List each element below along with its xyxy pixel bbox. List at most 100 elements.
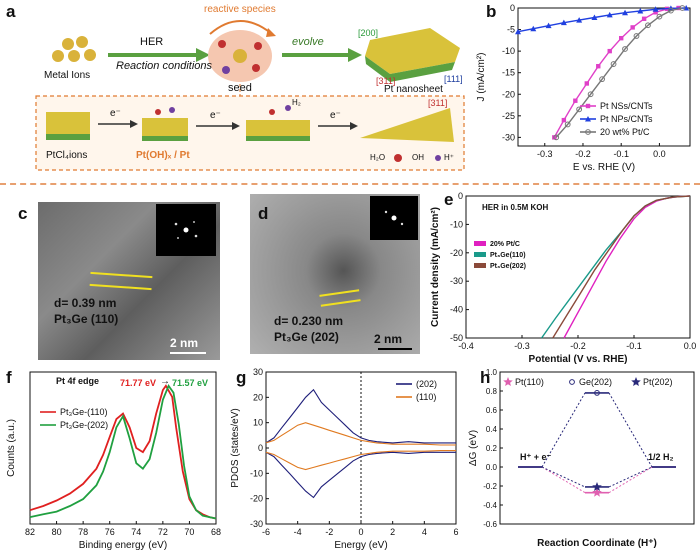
data-point xyxy=(545,22,552,29)
y-tick-label: -30 xyxy=(450,276,463,286)
panel-b-letter: b xyxy=(486,2,497,21)
y-tick-label: 10 xyxy=(253,418,263,428)
x-tick-label: -0.2 xyxy=(570,341,586,351)
x-tick-label: 70 xyxy=(184,527,194,537)
x-tick-label: -0.1 xyxy=(613,149,629,159)
y-tick-label: 0.4 xyxy=(486,425,498,434)
pt4f-edge-label: Pt 4f edge xyxy=(56,376,100,386)
data-point xyxy=(573,98,578,103)
hplus-label: H⁺ xyxy=(444,153,454,162)
x-tick-label: 82 xyxy=(25,527,35,537)
x-tick-label: -0.4 xyxy=(458,341,474,351)
y-tick-label: -30 xyxy=(502,132,515,142)
y-tick-label: -10 xyxy=(250,468,263,478)
legend-entry: (110) xyxy=(416,392,436,402)
data-point xyxy=(587,91,594,98)
series-line xyxy=(265,388,456,444)
y-tick-label: 30 xyxy=(253,367,263,377)
legend-swatch xyxy=(474,241,486,246)
connector-line xyxy=(541,466,586,488)
data-point xyxy=(622,46,628,52)
scale-label-c: 2 nm xyxy=(170,336,199,350)
data-point xyxy=(594,390,600,396)
x-tick-label: -0.2 xyxy=(575,149,591,159)
section-divider xyxy=(0,183,700,185)
y-tick-label: -40 xyxy=(450,305,463,315)
facet-200-label: [200] xyxy=(358,28,379,38)
electron-label-1: e⁻ xyxy=(110,108,121,119)
data-point xyxy=(591,14,598,20)
pt-nanosheet-label: Pt nanosheet xyxy=(384,84,443,95)
scale-label-d: 2 nm xyxy=(374,332,403,346)
x-axis-label: Reaction Coordinate (H⁺) xyxy=(537,538,657,549)
legend-marker xyxy=(631,377,641,386)
x-tick-label: -6 xyxy=(262,527,270,537)
her-label: HER xyxy=(140,36,164,48)
legend-entry: Pt NPs/CNTs xyxy=(600,114,653,124)
data-point xyxy=(606,11,613,18)
x-axis-label: E vs. RHE (V) xyxy=(573,162,635,173)
legend-entry: Pt₃Ge(110) xyxy=(490,252,526,259)
chart-b: -0.3 -0.2 -0.1 0.0 0 -5 -10 -15 -20 -25 -30 E vs. R… xyxy=(476,3,691,173)
x-tick-label: -4 xyxy=(294,527,302,537)
data-point xyxy=(652,6,659,12)
data-point xyxy=(576,17,583,23)
series-line xyxy=(552,195,691,339)
panel-g-letter: g xyxy=(236,368,247,387)
legend-marker xyxy=(569,379,575,385)
y-tick-label: 0.0 xyxy=(486,463,498,472)
connector-line xyxy=(608,466,653,488)
facet-311b-label: [311] xyxy=(428,98,448,108)
h2-label: H₂ xyxy=(292,98,301,107)
y-axis-label: PDOS (states/eV) xyxy=(230,408,241,487)
legend-entry: Pt(202) xyxy=(643,377,673,387)
x-tick-label: 76 xyxy=(105,527,115,537)
data-point xyxy=(584,81,589,86)
y-tick-label: -20 xyxy=(250,494,263,504)
series-line xyxy=(541,195,691,339)
electron-label-3: e⁻ xyxy=(330,110,341,121)
facet-311-label: [311] xyxy=(376,76,396,86)
x-axis-label: Energy (eV) xyxy=(334,540,387,551)
y-tick-label: -20 xyxy=(450,248,463,258)
electron-label-2: e⁻ xyxy=(210,110,221,121)
fft-spots-c xyxy=(174,221,198,239)
facet-111-label: [111] xyxy=(444,74,463,84)
y-tick-label: -10 xyxy=(502,46,515,56)
panel-h-letter: h xyxy=(480,368,491,387)
x-tick-label: 72 xyxy=(158,527,168,537)
series-line-spin-down xyxy=(265,450,456,471)
series-line xyxy=(563,195,691,339)
data-point xyxy=(530,25,537,32)
legend-entry: (202) xyxy=(416,379,437,389)
d-spacing-d: d= 0.230 nm xyxy=(274,314,344,328)
x-tick-label: 0 xyxy=(358,527,363,537)
legend-entry: Pt₃Ge(202) xyxy=(490,263,526,270)
x-tick-label: 74 xyxy=(131,527,141,537)
data-point xyxy=(610,61,617,67)
plot-frame xyxy=(517,7,691,147)
legend-entry: 20% Pt/C xyxy=(490,241,520,248)
series-line xyxy=(265,422,456,446)
y-tick-label: -5 xyxy=(507,25,515,35)
x-tick-label: 0.0 xyxy=(684,341,697,351)
legend-swatch xyxy=(474,252,486,257)
data-point xyxy=(515,28,521,35)
legend-entry: Ge(202) xyxy=(579,377,612,387)
series-line xyxy=(29,383,217,520)
x-tick-label: -0.3 xyxy=(514,341,530,351)
y-tick-label: -50 xyxy=(450,333,463,343)
panel-e-letter: e xyxy=(444,190,454,209)
data-point xyxy=(576,106,583,113)
data-point xyxy=(656,13,663,20)
series-line xyxy=(517,7,687,33)
pt-oh-label: Pt(OH)ₓ / Pt xyxy=(136,150,190,161)
data-point xyxy=(637,8,644,14)
x-tick-label: -2 xyxy=(325,527,333,537)
legend-swatch xyxy=(474,263,486,268)
panel-d-letter: d xyxy=(258,204,269,223)
legend-entry: Pt₃Ge-(110) xyxy=(60,407,108,417)
chart-e: -0.4 -0.3 -0.2 -0.1 0.0 0 -10 -20 -30 -40 -50 Poten… xyxy=(430,191,697,365)
y-tick-label: -0.6 xyxy=(483,520,497,529)
